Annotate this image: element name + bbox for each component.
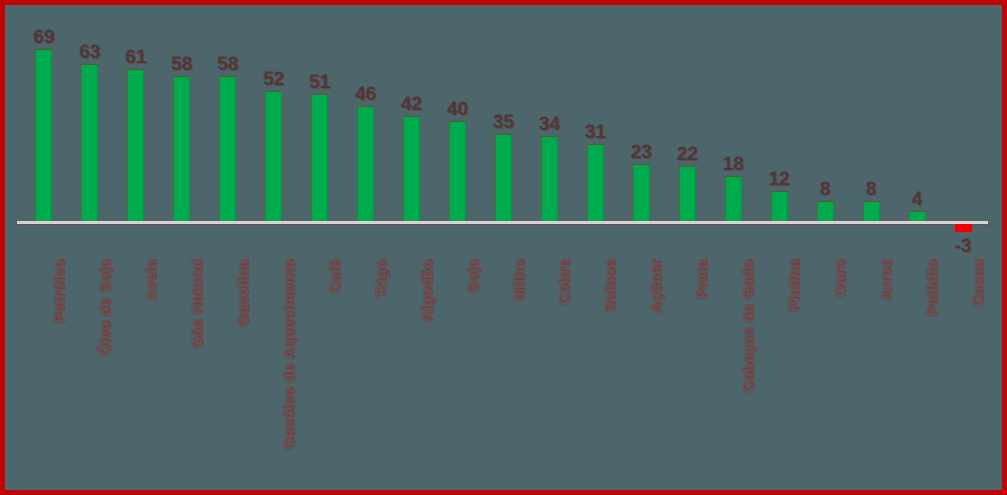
bar — [770, 191, 788, 221]
x-axis-line — [17, 221, 988, 224]
bar-value-label: 8 — [865, 179, 877, 200]
category-label: Cacau — [970, 259, 988, 307]
bar — [265, 91, 283, 221]
bar-column: 63 Óleo de Soja — [67, 5, 114, 490]
bar-column: 18 Cabeças de Gado — [710, 5, 758, 490]
bar-column: 46 Trigo — [343, 5, 390, 490]
bar-column: 22 Prata — [664, 5, 712, 490]
category-label: Suínos — [602, 259, 620, 313]
bar — [35, 48, 53, 221]
bar — [724, 176, 742, 221]
bar-column: 8 Ouro — [802, 5, 850, 490]
bar-value-label: 46 — [355, 84, 377, 105]
bar-value-label: 12 — [768, 169, 790, 190]
category-label: Gasóleo de Aquecimento — [280, 259, 298, 450]
bar — [449, 121, 467, 221]
bar-value-label: 4 — [911, 189, 923, 210]
category-label: Petróleo — [50, 259, 68, 324]
bar-value-label: 58 — [217, 54, 239, 75]
bar-column: 12 Platina — [756, 5, 804, 490]
category-label: Óleo de Soja — [96, 259, 114, 356]
bar — [357, 106, 375, 221]
bar-value-label: 58 — [171, 54, 193, 75]
category-label: Paládio — [924, 259, 942, 316]
category-label: Trigo — [372, 259, 390, 299]
bar-column: 31 Suínos — [572, 5, 620, 490]
category-label: Gasolina — [234, 259, 252, 327]
category-label: Arroz — [878, 259, 896, 301]
bar-column: 42 Algodão — [389, 5, 436, 490]
bar-column: 58 Gasolina — [205, 5, 252, 490]
bar — [586, 143, 604, 221]
bar-column: 23 Açúcar — [618, 5, 666, 490]
category-label: Aveia — [142, 259, 160, 301]
category-label: Cobre — [556, 259, 574, 305]
bar-column: 40 Soja — [435, 5, 482, 490]
bar-value-label: 61 — [125, 46, 147, 68]
category-label: Ouro — [832, 259, 850, 297]
bar-value-label: 22 — [676, 144, 698, 165]
bar-column: -3 Cacau — [940, 5, 988, 490]
bar-value-label: 63 — [79, 41, 101, 63]
category-label: Gás Natural — [188, 259, 206, 349]
bar — [127, 68, 145, 221]
bar — [816, 201, 834, 221]
bar-column: 35 Milho — [481, 5, 528, 490]
bar-value-label: 8 — [819, 179, 831, 200]
bar — [495, 133, 512, 221]
bar — [403, 116, 421, 221]
bar-column: 34 Cobre — [526, 5, 574, 490]
bar — [632, 163, 650, 221]
bar-value-label: 35 — [492, 111, 515, 133]
bar-column: 69 Petróleo — [21, 5, 68, 490]
bar — [311, 93, 329, 221]
bar-column: 51 Café — [297, 5, 344, 490]
bar-value-label: 31 — [584, 121, 606, 143]
bar-value-label: 69 — [33, 26, 55, 48]
bar-value-label: 51 — [309, 71, 331, 93]
bar — [954, 224, 972, 232]
bar — [678, 166, 696, 221]
bar — [81, 63, 99, 221]
bar-column: 61 Aveia — [113, 5, 160, 490]
category-label: Algodão — [418, 259, 436, 323]
bar-column: 52 Gasóleo de Aquecimento — [251, 5, 298, 490]
category-label: Prata — [694, 259, 712, 300]
category-label: Cabeças de Gado — [740, 259, 758, 393]
category-label: Soja — [464, 259, 482, 293]
category-label: Platina — [786, 259, 804, 312]
bar-value-label: 42 — [401, 94, 423, 115]
bar-column: 58 Gás Natural — [159, 5, 206, 490]
bar-value-label: -3 — [954, 235, 972, 257]
category-label: Café — [326, 259, 344, 294]
chart-plot-area: 69 Petróleo 63 Óleo de Soja 61 Aveia 58 Gás Nat… — [5, 5, 1002, 490]
bar — [540, 136, 558, 221]
bar-value-label: 40 — [446, 99, 469, 120]
bar-value-label: 52 — [263, 69, 285, 90]
bar-column: 8 Arroz — [848, 5, 896, 490]
bar-value-label: 23 — [630, 141, 652, 163]
bar-column: 4 Paládio — [894, 5, 942, 490]
bar — [908, 211, 926, 221]
category-label: Milho — [510, 259, 528, 301]
bar — [862, 201, 880, 221]
bar — [173, 76, 191, 221]
bar — [219, 76, 237, 221]
bar-value-label: 18 — [722, 154, 744, 175]
bar-value-label: 34 — [538, 114, 561, 135]
category-label: Açúcar — [648, 259, 666, 313]
bar-columns-container: 69 Petróleo 63 Óleo de Soja 61 Aveia 58 Gás Nat… — [21, 5, 988, 490]
